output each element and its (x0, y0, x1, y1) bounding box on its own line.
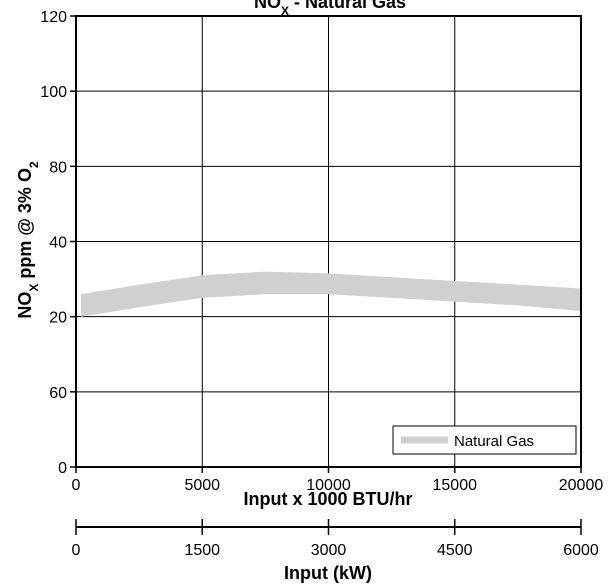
x2-axis-ticks: 0 1500 3000 4500 6000 (72, 519, 599, 559)
series-band-natural-gas (81, 271, 581, 317)
y-tick-label: 120 (40, 9, 67, 26)
x-tick-label: 20000 (559, 477, 604, 494)
y-axis-title: NOX ppm @ 3% O2 (15, 161, 41, 319)
x-axis-ticks: 0 5000 10000 15000 20000 (72, 467, 604, 494)
legend: Natural Gas (392, 425, 577, 455)
x-tick-label: 0 (72, 477, 81, 494)
svg-text:NOX ppm @ 3% O2: NOX ppm @ 3% O2 (15, 161, 41, 319)
x-tick-label: 10000 (306, 477, 351, 494)
x2-tick-label: 0 (72, 542, 81, 559)
y-tick-label: 100 (40, 84, 67, 101)
legend-label: Natural Gas (454, 433, 534, 450)
x2-axis-title: Input (kW) (284, 563, 372, 583)
y-tick-label: 60 (49, 385, 67, 402)
x-tick-label: 15000 (433, 477, 478, 494)
y-tick-label: 0 (58, 460, 67, 477)
x2-tick-label: 6000 (563, 542, 599, 559)
y-axis-ticks: 0 60 20 40 80 100 120 (40, 9, 76, 477)
y-tick-label: 40 (49, 235, 67, 252)
series-band-layer (81, 271, 581, 317)
x-axis-title: Input x 1000 BTU/hr (243, 489, 412, 509)
y-tick-label: 20 (49, 310, 67, 327)
x-tick-label: 5000 (184, 477, 220, 494)
y-tick-label: 80 (49, 159, 67, 176)
x2-tick-label: 4500 (437, 542, 473, 559)
x2-tick-label: 3000 (311, 542, 347, 559)
x2-tick-label: 1500 (184, 542, 220, 559)
grid-lines (76, 16, 581, 467)
